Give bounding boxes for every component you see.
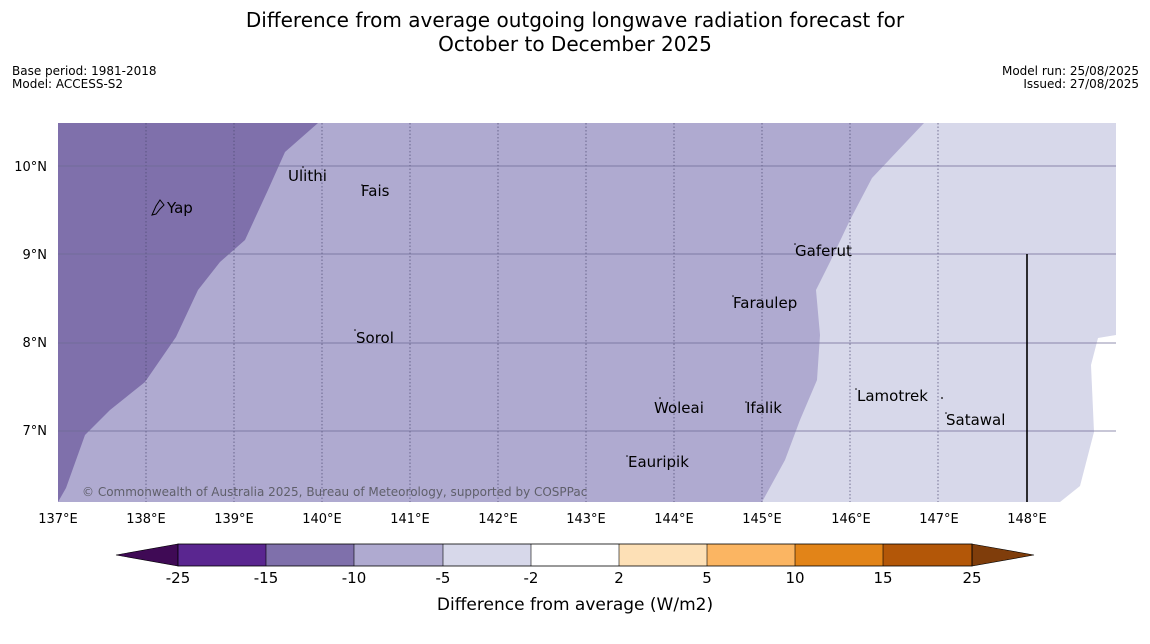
lat-tick: 8°N — [23, 336, 48, 351]
region-minus10-to-minus5 — [58, 123, 924, 502]
colorbar-tick: 15 — [873, 569, 892, 587]
colorbar-extend-high — [971, 543, 1035, 567]
colorbar-tick: -15 — [254, 569, 279, 587]
lon-tick: 147°E — [919, 512, 959, 527]
colorbar-tick: -2 — [524, 569, 539, 587]
yap-island — [151, 199, 165, 216]
place-yap: Yap — [166, 199, 193, 217]
island-dots — [302, 166, 947, 457]
place-gaferut: Gaferut — [795, 242, 852, 260]
place-satawal: Satawal — [946, 411, 1005, 429]
colorbar-tick: 2 — [614, 569, 624, 587]
lon-tick: 144°E — [654, 512, 694, 527]
lon-tick: 143°E — [566, 512, 606, 527]
lon-tick: 137°E — [38, 512, 78, 527]
colorbar-dividers — [265, 544, 884, 566]
place-eauripik: Eauripik — [628, 453, 689, 471]
colorbar-tick: -10 — [342, 569, 367, 587]
place-woleai: Woleai — [654, 399, 704, 417]
colorbar-swatch — [266, 544, 354, 566]
meta-right: Model run: 25/08/2025 Issued: 27/08/2025 — [1002, 65, 1139, 91]
lat-tick: 7°N — [23, 424, 48, 439]
lat-tick: 10°N — [14, 160, 47, 175]
lon-tick: 140°E — [302, 512, 342, 527]
colorbar-swatch — [531, 544, 619, 566]
lat-tick-labels: 10°N 9°N 8°N 7°N — [14, 160, 47, 439]
meta-left: Base period: 1981-2018 Model: ACCESS-S2 — [12, 65, 157, 91]
colorbar-extend-low — [115, 543, 179, 567]
model-name: Model: ACCESS-S2 — [12, 77, 124, 91]
lon-tick: 145°E — [742, 512, 782, 527]
title-line-2: October to December 2025 — [438, 32, 712, 56]
colorbar-swatch — [707, 544, 795, 566]
lon-tick: 146°E — [831, 512, 871, 527]
lon-tick: 148°E — [1007, 512, 1047, 527]
copyright: © Commonwealth of Australia 2025, Bureau… — [82, 485, 587, 499]
colorbar-tick: 5 — [702, 569, 712, 587]
base-period: Base period: 1981-2018 — [12, 64, 157, 78]
colorbar-tick: -5 — [436, 569, 451, 587]
place-faraulep: Faraulep — [733, 294, 797, 312]
lat-tick: 9°N — [23, 248, 48, 263]
outside-data-region — [1060, 335, 1116, 502]
colorbar-swatch — [178, 544, 266, 566]
map-area: Ulithi Fais Yap Gaferut Faraulep Sorol L… — [58, 123, 1116, 502]
place-ifalik: Ifalik — [746, 399, 782, 417]
title-line-1: Difference from average outgoing longwav… — [245, 8, 905, 32]
place-sorol: Sorol — [356, 329, 394, 347]
lon-tick: 139°E — [214, 512, 254, 527]
grid-meridians — [145, 123, 939, 502]
colorbar-label: Difference from average (W/m2) — [437, 595, 713, 615]
lon-tick-labels: 137°E 138°E 139°E 140°E 141°E 142°E 143°… — [38, 512, 1047, 527]
colorbar-ticks: -25 -15 -10 -5 -2 2 5 10 15 25 — [166, 569, 982, 587]
region-below-minus10 — [58, 123, 318, 502]
colorbar-tick: 10 — [785, 569, 804, 587]
place-lamotrek: Lamotrek — [857, 387, 928, 405]
colorbar-swatch — [443, 544, 531, 566]
model-run: Model run: 25/08/2025 — [1001, 64, 1139, 78]
colorbar-tick: -25 — [166, 569, 191, 587]
grid-parallels — [58, 165, 1116, 432]
colorbar-outline — [177, 543, 973, 567]
colorbar-swatch — [354, 544, 443, 566]
colorbar-swatch — [795, 544, 883, 566]
colorbar-swatch — [619, 544, 707, 566]
lon-tick: 142°E — [478, 512, 518, 527]
colorbar: -25 -15 -10 -5 -2 2 5 10 15 25 Differenc… — [115, 543, 1035, 615]
issued-date: Issued: 27/08/2025 — [1023, 77, 1139, 91]
place-fais: Fais — [361, 182, 390, 200]
colorbar-tick: 25 — [962, 569, 981, 587]
lon-tick: 141°E — [390, 512, 430, 527]
place-ulithi: Ulithi — [288, 167, 327, 185]
lon-tick: 138°E — [126, 512, 166, 527]
map-title: Difference from average outgoing longwav… — [0, 8, 1150, 56]
colorbar-swatch — [883, 544, 972, 566]
